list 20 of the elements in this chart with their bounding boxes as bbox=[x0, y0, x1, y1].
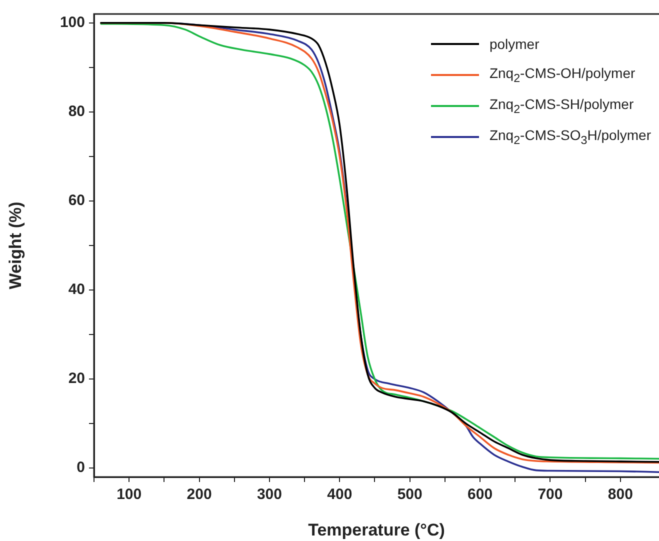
x-tick-label: 200 bbox=[186, 486, 212, 504]
y-tick-label: 100 bbox=[60, 14, 85, 32]
y-tick-label: 20 bbox=[68, 370, 85, 388]
legend-label: Znq$_{2}$-CMS-SH/polymer bbox=[489, 96, 634, 116]
x-tick-label: 500 bbox=[397, 486, 422, 504]
y-tick-label: 0 bbox=[76, 459, 85, 476]
legend-label: polymer bbox=[489, 36, 540, 52]
x-tick-label: 400 bbox=[327, 486, 352, 504]
x-tick-label: 800 bbox=[608, 486, 633, 504]
legend-label: Znq$_{2}$-CMS-SO$_{3}$H/polymer bbox=[489, 126, 651, 146]
y-tick-label: 80 bbox=[68, 103, 85, 120]
x-tick-label: 100 bbox=[116, 486, 142, 504]
y-tick-label: 40 bbox=[68, 281, 85, 298]
x-tick-label: 300 bbox=[256, 486, 282, 504]
legend-label: Znq$_{2}$-CMS-OH/polymer bbox=[489, 64, 636, 84]
x-tick-label: 700 bbox=[538, 486, 563, 504]
x-axis-title: Temperature (°C) bbox=[308, 520, 445, 540]
y-axis-title: Weight (%) bbox=[6, 202, 25, 290]
x-tick-label: 600 bbox=[468, 486, 493, 504]
y-tick-label: 60 bbox=[68, 192, 85, 210]
